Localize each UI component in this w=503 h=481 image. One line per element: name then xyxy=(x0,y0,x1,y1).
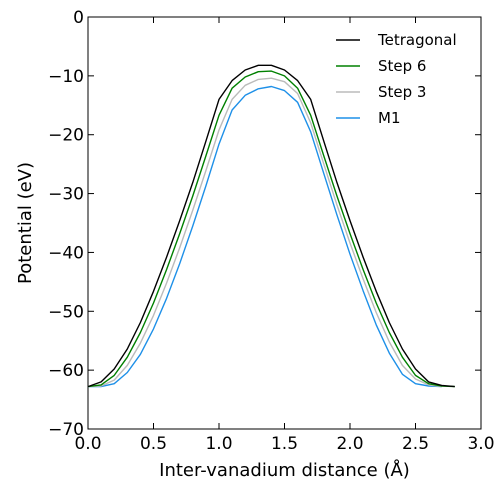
plot-frame xyxy=(87,16,482,430)
series-line-tetragonal xyxy=(87,64,455,388)
x-tick-label: 1.5 xyxy=(271,434,298,454)
y-axis: 0 −10 −20 −30 −40 −50 −60 −70 xyxy=(48,8,481,440)
y-tick-label: −40 xyxy=(48,243,84,263)
y-tick-label: −50 xyxy=(48,302,84,322)
legend: Tetragonal Step 6 Step 3 M1 xyxy=(336,31,457,127)
x-tick-label: 2.0 xyxy=(336,434,363,454)
series-line-m1 xyxy=(88,85,442,388)
x-axis: 0.0 0.5 1.0 1.5 2.0 2.5 3.0 xyxy=(74,17,495,454)
legend-label: M1 xyxy=(378,109,401,127)
series-lines xyxy=(87,64,455,388)
series-line-step-3 xyxy=(87,77,442,388)
legend-label: Tetragonal xyxy=(377,31,457,49)
x-tick-label: 0.0 xyxy=(74,434,101,454)
y-tick-label: −10 xyxy=(48,67,84,87)
y-tick-label: −30 xyxy=(48,185,84,205)
y-tick-label: −60 xyxy=(48,361,84,381)
y-tick-label: −70 xyxy=(48,420,84,440)
x-tick-label: 1.0 xyxy=(205,434,232,454)
x-tick-label: 3.0 xyxy=(467,434,494,454)
x-tick-label: 0.5 xyxy=(140,434,167,454)
x-tick-label: 2.5 xyxy=(402,434,429,454)
y-tick-label: −20 xyxy=(48,126,84,146)
series-line-step-6 xyxy=(87,70,455,388)
plot-area xyxy=(87,16,482,430)
legend-label: Step 3 xyxy=(378,83,426,101)
x-axis-label: Inter-vanadium distance (Å) xyxy=(159,459,410,481)
y-axis-label: Potential (eV) xyxy=(15,162,36,284)
legend-label: Step 6 xyxy=(378,57,426,75)
y-tick-label: 0 xyxy=(73,8,84,28)
